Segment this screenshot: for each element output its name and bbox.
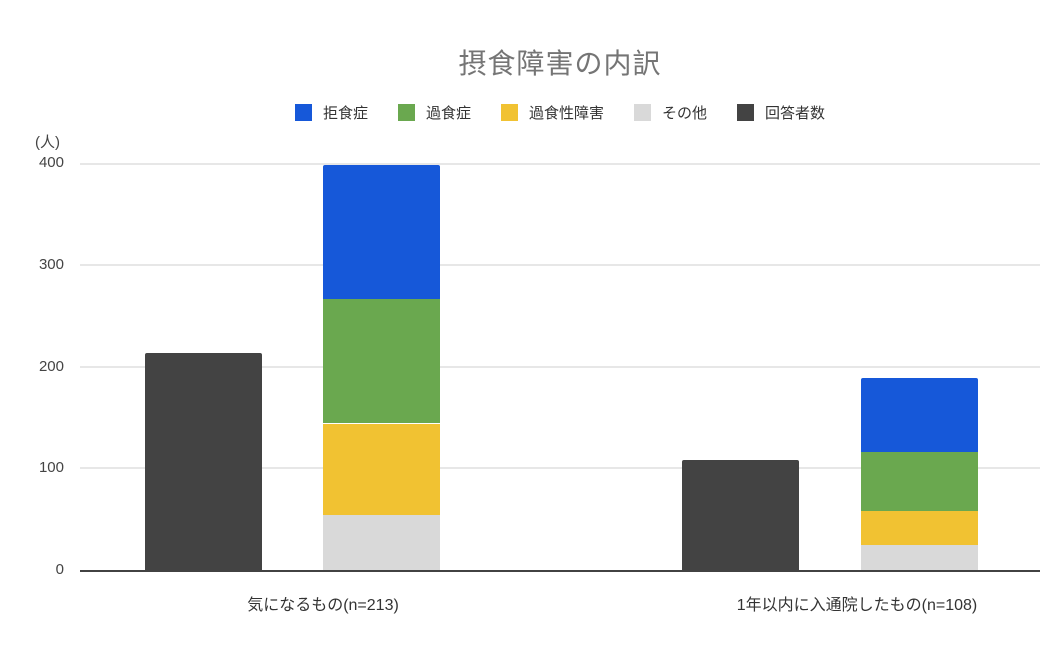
bar-segment-binge-eating: [323, 423, 440, 516]
bar-segment-other: [861, 544, 978, 570]
legend-item-other: その他: [634, 102, 707, 123]
y-tick-label: 400: [38, 154, 64, 171]
gridline: [80, 365, 1040, 368]
bar-segment-anorexia: [861, 377, 978, 452]
legend-item-binge-eating: 過食性障害: [500, 102, 604, 123]
legend-label: 過食性障害: [528, 104, 604, 122]
legend: 拒食症 過食症 過食性障害 その他 回答者数: [80, 101, 1040, 123]
gridline: [80, 163, 1040, 165]
legend-swatch-icon: [500, 103, 518, 121]
bar-segment-anorexia: [323, 165, 440, 300]
x-axis-label: 気になるもの(n=213): [247, 597, 399, 614]
legend-item-respondents: 回答者数: [737, 102, 825, 123]
bar-segment-bulimia: [323, 299, 440, 424]
y-axis-unit-label: (人): [35, 134, 60, 151]
bar-segment-bulimia: [861, 452, 978, 511]
legend-label: その他: [662, 104, 708, 122]
x-axis-label: 1年以内に入通院したもの(n=108): [736, 597, 978, 614]
bar-segment-other: [323, 515, 440, 570]
legend-item-anorexia: 拒食症: [294, 102, 368, 123]
legend-swatch-icon: [294, 103, 312, 121]
legend-swatch-icon: [634, 103, 651, 121]
chart-title: 摂食障害の内訳: [458, 48, 662, 79]
y-tick-label: 0: [55, 561, 64, 578]
legend-swatch-icon: [397, 103, 415, 121]
y-tick-label: 100: [38, 459, 64, 477]
gridline: [80, 467, 1040, 470]
legend-swatch-icon: [737, 103, 755, 121]
gridline: [80, 263, 1040, 266]
bar-respondents: [145, 353, 262, 570]
bar-segment-binge-eating: [861, 511, 978, 545]
plot-area: [80, 163, 1040, 572]
bar-respondents: [682, 460, 799, 570]
legend-item-bulimia: 過食症: [397, 102, 471, 123]
legend-label: 回答者数: [765, 104, 826, 122]
y-tick-label: 300: [38, 255, 64, 273]
legend-label: 拒食症: [322, 104, 368, 122]
y-tick-label: 200: [38, 357, 64, 375]
legend-label: 過食症: [425, 104, 471, 122]
